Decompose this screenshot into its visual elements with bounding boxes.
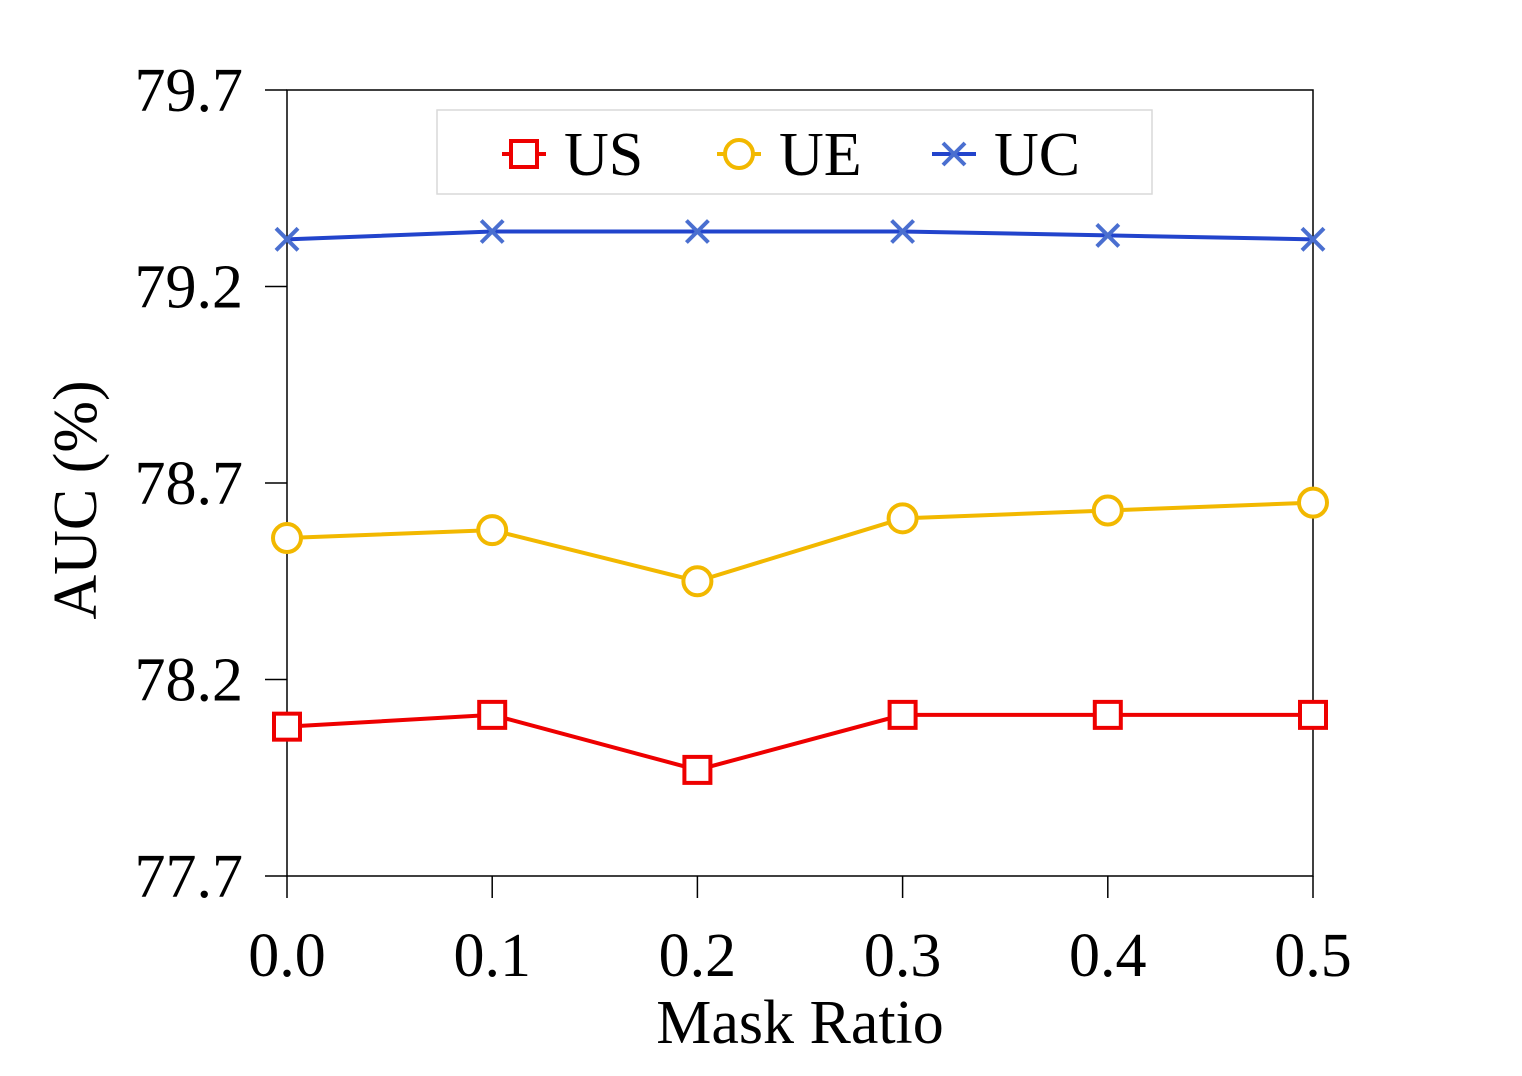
x-tick-label: 0.5 bbox=[1274, 922, 1352, 990]
y-tick-label: 79.2 bbox=[135, 254, 244, 322]
series-us-point bbox=[1092, 699, 1123, 730]
series-ue bbox=[271, 486, 1329, 598]
x-tick-label: 0.0 bbox=[248, 922, 326, 990]
series-uc-point bbox=[890, 219, 916, 244]
x-axis-ticks: 0.0 0.1 0.2 0.3 0.4 0.5 bbox=[248, 876, 1352, 990]
series-layer bbox=[271, 219, 1329, 785]
series-uc bbox=[274, 219, 1326, 252]
x-tick-label: 0.2 bbox=[659, 922, 737, 990]
x-axis-title: Mask Ratio bbox=[656, 989, 944, 1057]
legend-ue-marker bbox=[723, 138, 755, 170]
x-tick-label: 0.1 bbox=[453, 922, 531, 990]
y-tick-label: 78.2 bbox=[135, 647, 244, 715]
legend-box bbox=[436, 109, 1153, 195]
legend-us-marker bbox=[509, 139, 539, 169]
series-us-point bbox=[682, 754, 713, 785]
series-uc-point bbox=[479, 219, 505, 244]
series-us bbox=[272, 699, 1328, 785]
legend-uc-marker bbox=[941, 141, 967, 167]
legend-uc-label: UC bbox=[994, 121, 1080, 189]
legend-ue-label: UE bbox=[779, 121, 862, 189]
legend: US UE UC bbox=[436, 109, 1153, 195]
series-ue-point bbox=[681, 565, 714, 598]
series-ue-point bbox=[1297, 486, 1329, 519]
legend-us-label: US bbox=[564, 121, 643, 189]
series-ue-line bbox=[286, 500, 1314, 584]
series-us-point bbox=[272, 711, 302, 742]
series-ue-point bbox=[886, 502, 919, 535]
series-ue-point bbox=[476, 514, 509, 547]
x-tick-label: 0.4 bbox=[1069, 922, 1147, 990]
series-uc-point bbox=[684, 219, 710, 244]
x-tick-label: 0.3 bbox=[864, 922, 942, 990]
series-uc-point bbox=[274, 226, 300, 252]
y-tick-label: 78.7 bbox=[135, 450, 244, 518]
series-ue-point bbox=[271, 522, 303, 555]
y-axis-ticks: 77.7 78.2 78.7 79.2 79.7 bbox=[135, 57, 287, 911]
series-uc-line bbox=[286, 229, 1314, 242]
series-us-point bbox=[887, 699, 918, 730]
series-ue-point bbox=[1091, 494, 1124, 527]
series-uc-point bbox=[1095, 222, 1121, 248]
series-us-line bbox=[286, 712, 1313, 772]
series-us-point bbox=[477, 699, 508, 730]
y-axis-title: AUC (%) bbox=[42, 380, 110, 619]
series-uc-point bbox=[1300, 226, 1326, 252]
series-us-point bbox=[1298, 699, 1328, 730]
y-tick-label: 77.7 bbox=[135, 843, 244, 911]
y-tick-label: 79.7 bbox=[135, 57, 244, 125]
